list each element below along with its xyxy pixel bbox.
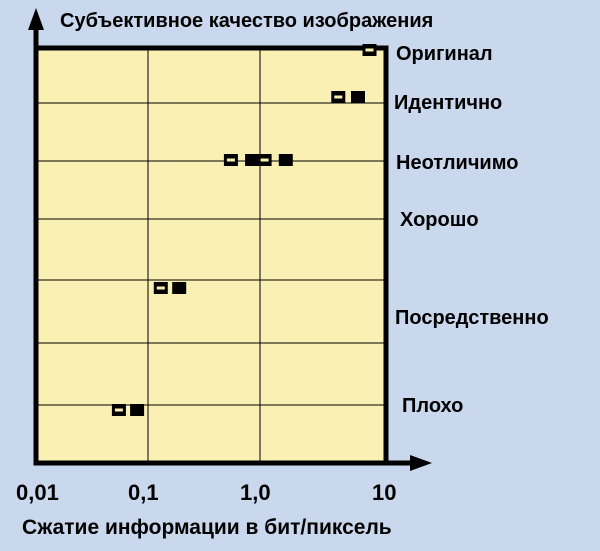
y-axis-title: Субъективное качество изображения xyxy=(60,10,433,32)
quality-label-good: Хорошо xyxy=(400,209,479,231)
data-point-hollow-center xyxy=(260,158,269,162)
plot-area xyxy=(36,48,386,463)
data-points xyxy=(111,44,377,416)
quality-label-indistinguishable: Неотличимо xyxy=(396,152,518,174)
quality-label-bad: Плохо xyxy=(402,395,463,417)
data-point-hollow-center xyxy=(334,95,343,99)
data-point-filled xyxy=(172,282,187,294)
data-point-hollow-center xyxy=(114,408,123,412)
x-tick-label: 0,1 xyxy=(128,480,159,505)
data-point-filled xyxy=(278,154,293,166)
data-point-hollow-center xyxy=(156,286,165,290)
quality-label-identical: Идентично xyxy=(394,92,502,114)
data-point-filled xyxy=(245,154,260,166)
x-axis-arrow xyxy=(410,455,432,471)
x-tick-label: 10 xyxy=(372,480,396,505)
data-point-hollow-center xyxy=(226,158,235,162)
data-point-filled xyxy=(351,91,365,103)
data-point-hollow-center xyxy=(365,48,374,52)
x-axis-title: Сжатие информации в бит/пиксель xyxy=(22,516,392,539)
quality-label-mediocre: Посредственно xyxy=(395,307,549,329)
x-tick-label: 1,0 xyxy=(240,480,271,505)
x-tick-label: 0,01 xyxy=(16,480,59,505)
plot-frame xyxy=(33,45,389,466)
y-axis-arrow xyxy=(28,8,44,30)
data-point-filled xyxy=(130,404,145,416)
quality-label-original: Оригинал xyxy=(396,43,493,65)
